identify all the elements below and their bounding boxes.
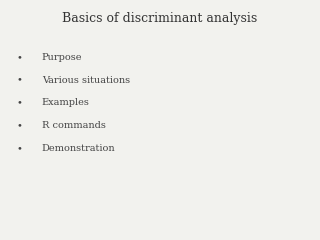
Text: •: • [16,53,22,62]
Text: Basics of discriminant analysis: Basics of discriminant analysis [62,12,258,25]
Text: •: • [16,98,22,107]
Text: •: • [16,76,22,85]
Text: •: • [16,121,22,130]
Text: •: • [16,144,22,153]
Text: Various situations: Various situations [42,76,130,85]
Text: Examples: Examples [42,98,90,107]
Text: R commands: R commands [42,121,106,130]
Text: Demonstration: Demonstration [42,144,115,153]
Text: Purpose: Purpose [42,53,82,62]
